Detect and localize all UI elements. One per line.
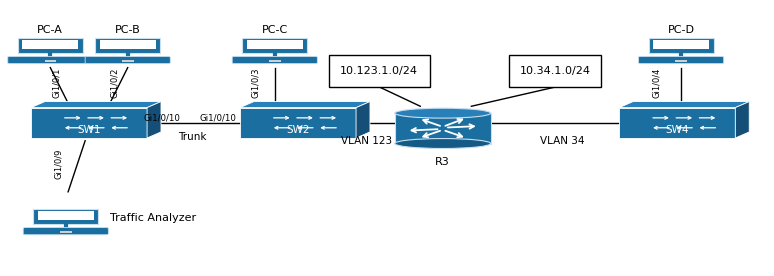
FancyBboxPatch shape: [122, 60, 133, 62]
Ellipse shape: [395, 139, 491, 148]
Polygon shape: [356, 102, 370, 138]
Text: SW2: SW2: [286, 125, 310, 135]
Text: Gi1/0/10: Gi1/0/10: [199, 114, 236, 123]
FancyBboxPatch shape: [100, 39, 156, 49]
Polygon shape: [619, 108, 735, 138]
Text: SW1: SW1: [77, 125, 101, 135]
Polygon shape: [735, 102, 749, 138]
Polygon shape: [395, 113, 491, 144]
Polygon shape: [31, 102, 161, 108]
Text: PC-C: PC-C: [262, 25, 288, 35]
Text: PC-B: PC-B: [115, 25, 141, 35]
FancyBboxPatch shape: [269, 60, 280, 62]
Polygon shape: [240, 102, 370, 108]
Text: 10.34.1.0/24: 10.34.1.0/24: [519, 66, 591, 76]
Text: 10.123.1.0/24: 10.123.1.0/24: [341, 66, 418, 76]
FancyBboxPatch shape: [60, 231, 72, 233]
FancyBboxPatch shape: [639, 57, 724, 64]
FancyBboxPatch shape: [675, 60, 687, 62]
FancyBboxPatch shape: [649, 38, 714, 53]
Polygon shape: [240, 108, 356, 138]
Text: VLAN 123: VLAN 123: [341, 136, 392, 146]
FancyBboxPatch shape: [85, 57, 170, 64]
FancyBboxPatch shape: [18, 38, 83, 53]
Text: Gi1/0/3: Gi1/0/3: [251, 68, 260, 98]
Text: Gi1/0/4: Gi1/0/4: [652, 68, 661, 98]
FancyBboxPatch shape: [232, 57, 317, 64]
Text: PC-A: PC-A: [37, 25, 63, 35]
Text: VLAN 34: VLAN 34: [540, 136, 585, 146]
Polygon shape: [619, 102, 749, 108]
FancyBboxPatch shape: [23, 227, 108, 235]
FancyBboxPatch shape: [247, 39, 303, 49]
Text: PC-D: PC-D: [668, 25, 694, 35]
Polygon shape: [31, 108, 147, 138]
Text: Gi1/0/10: Gi1/0/10: [143, 114, 180, 123]
FancyBboxPatch shape: [242, 38, 307, 53]
Polygon shape: [147, 102, 161, 138]
Text: SW4: SW4: [666, 125, 689, 135]
FancyBboxPatch shape: [329, 55, 430, 87]
FancyBboxPatch shape: [95, 38, 160, 53]
Text: Traffic Analyzer: Traffic Analyzer: [110, 213, 196, 223]
Text: Gi1/0/1: Gi1/0/1: [52, 68, 61, 98]
Text: Gi1/0/2: Gi1/0/2: [110, 68, 119, 98]
FancyBboxPatch shape: [653, 39, 709, 49]
FancyBboxPatch shape: [8, 57, 93, 64]
FancyBboxPatch shape: [33, 209, 98, 224]
Text: Trunk: Trunk: [178, 132, 206, 142]
Ellipse shape: [395, 108, 491, 118]
FancyBboxPatch shape: [22, 39, 78, 49]
Text: Gi1/0/9: Gi1/0/9: [53, 149, 63, 179]
FancyBboxPatch shape: [45, 60, 57, 62]
FancyBboxPatch shape: [509, 55, 601, 87]
FancyBboxPatch shape: [38, 211, 94, 220]
Text: R3: R3: [435, 157, 450, 167]
